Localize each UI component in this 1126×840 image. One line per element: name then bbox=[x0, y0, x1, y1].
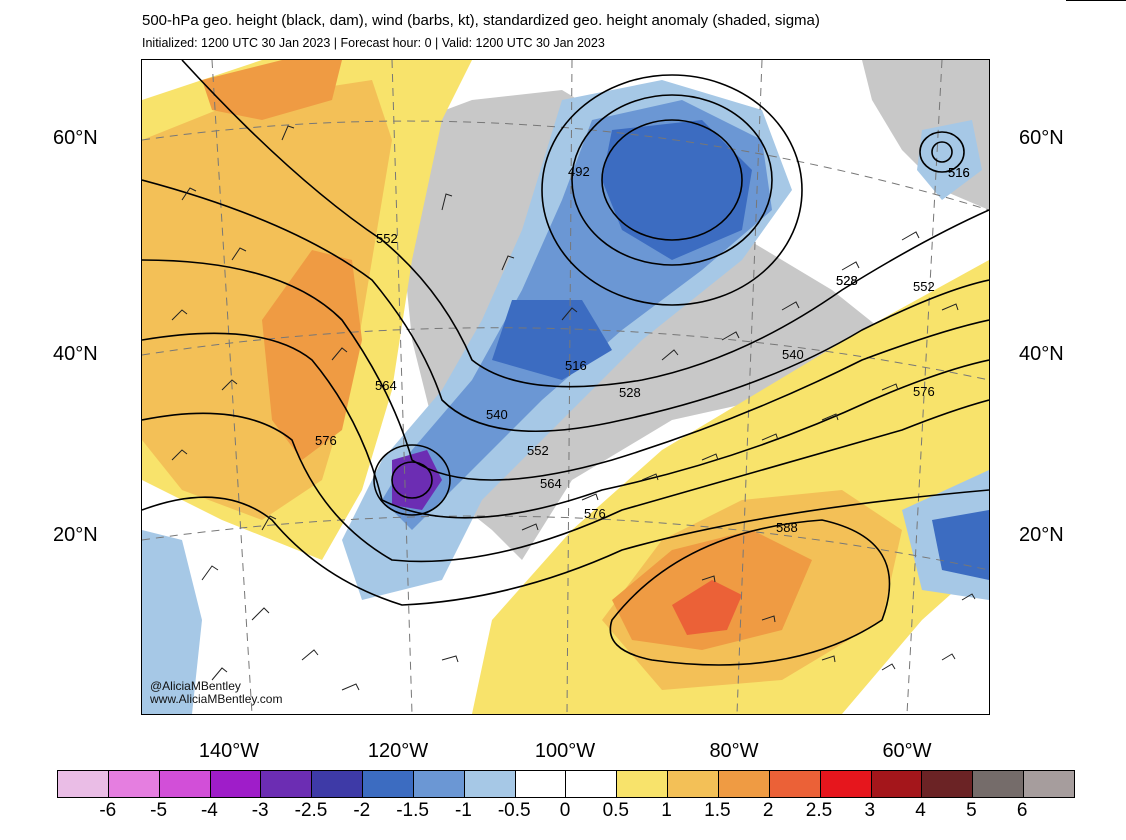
colorbar-swatch bbox=[363, 771, 414, 797]
lon-label-60w: 60°W bbox=[882, 740, 932, 762]
lon-label-140w: 140°W bbox=[198, 740, 260, 762]
warm-anomaly-nw-core bbox=[262, 250, 362, 460]
colorbar-swatch bbox=[58, 771, 109, 797]
colorbar-swatch bbox=[210, 771, 262, 797]
colorbar-swatch bbox=[515, 771, 567, 797]
colorbar-label: 2.5 bbox=[805, 800, 833, 821]
colorbar-label: 6 bbox=[1016, 800, 1028, 821]
warm-anomaly-caribbean bbox=[672, 580, 742, 635]
contour-label: 516 bbox=[565, 358, 587, 373]
cold-anomaly-sw-pacific bbox=[142, 530, 202, 714]
map-title: 500-hPa geo. height (black, dam), wind (… bbox=[142, 12, 820, 29]
colorbar-label: 2 bbox=[762, 800, 774, 821]
colorbar-swatch bbox=[820, 771, 872, 797]
contour-label: 552 bbox=[913, 279, 935, 294]
cold-anomaly-atlantic-core bbox=[932, 510, 989, 580]
colorbar-swatch bbox=[261, 771, 313, 797]
top-rule bbox=[1066, 0, 1126, 1]
contour-label: 516 bbox=[948, 165, 970, 180]
cold-anomaly-trough-south bbox=[492, 300, 612, 380]
contour-label: 576 bbox=[584, 506, 606, 521]
lat-label-right-20n: 20°N bbox=[1019, 524, 1064, 546]
contour-label: 552 bbox=[376, 231, 398, 246]
lon-label-80w: 80°W bbox=[709, 740, 759, 762]
contour-label: 540 bbox=[782, 347, 804, 362]
colorbar-swatch bbox=[718, 771, 770, 797]
colorbar-label: -2 bbox=[353, 800, 371, 821]
colorbar-swatch bbox=[413, 771, 465, 797]
wind-barbs bbox=[171, 125, 976, 691]
colorbar-label: 1.5 bbox=[704, 800, 731, 821]
lat-label-left-60n: 60°N bbox=[53, 127, 98, 149]
colorbar-swatch bbox=[617, 771, 669, 797]
colorbar-swatch bbox=[668, 771, 719, 797]
cold-anomaly-trough-core bbox=[602, 120, 752, 260]
colorbar-label: 5 bbox=[966, 800, 977, 821]
contour-label: 528 bbox=[619, 385, 641, 400]
colorbar-label: 0 bbox=[559, 800, 571, 821]
contour-label: 492 bbox=[568, 164, 590, 179]
colorbar-label: 3 bbox=[864, 800, 876, 821]
colorbar-label: -1 bbox=[454, 800, 472, 821]
contour-label: 576 bbox=[315, 433, 337, 448]
lat-label-right-40n: 40°N bbox=[1019, 343, 1064, 365]
colorbar-label: -0.5 bbox=[497, 800, 531, 821]
contour-label: 588 bbox=[776, 520, 798, 535]
colorbar-label: 1 bbox=[661, 800, 672, 821]
credit-handle: @AliciaMBentley bbox=[150, 679, 241, 693]
colorbar-label: -4 bbox=[200, 800, 218, 821]
colorbar-swatch bbox=[464, 771, 516, 797]
contour-label: 552 bbox=[527, 443, 549, 458]
colorbar-swatch bbox=[973, 771, 1025, 797]
colorbar-swatch bbox=[922, 771, 974, 797]
colorbar-label: -3 bbox=[251, 800, 269, 821]
colorbar-label: -6 bbox=[99, 800, 117, 821]
credit-site: www.AliciaMBentley.com bbox=[150, 692, 283, 706]
contour-label: 576 bbox=[913, 384, 935, 399]
lat-label-right-60n: 60°N bbox=[1019, 127, 1064, 149]
contour-label: 528 bbox=[836, 273, 858, 288]
anomaly-shading bbox=[142, 60, 989, 714]
cold-anomaly-cutoff bbox=[392, 450, 442, 510]
map-graphic: 492 516 552 564 576 540 528 516 528 540 … bbox=[142, 60, 989, 714]
colorbar-label: -1.5 bbox=[396, 800, 429, 821]
colorbar-swatch bbox=[566, 771, 618, 797]
height-contours bbox=[142, 60, 989, 666]
colorbar-swatch bbox=[312, 771, 364, 797]
colorbar bbox=[57, 770, 1075, 798]
colorbar-label: 0.5 bbox=[602, 800, 630, 821]
colorbar-swatch bbox=[871, 771, 923, 797]
contour-label: 528 bbox=[836, 273, 858, 288]
colorbar-swatch bbox=[1024, 771, 1074, 797]
lat-label-left-40n: 40°N bbox=[53, 343, 98, 365]
cold-anomaly-greenland bbox=[917, 120, 982, 200]
colorbar-label: -5 bbox=[150, 800, 168, 821]
contour-label: 516 bbox=[948, 165, 970, 180]
contour-label: 540 bbox=[486, 407, 508, 422]
map-panel[interactable]: 492 516 552 564 576 540 528 516 528 540 … bbox=[141, 59, 990, 715]
contour-labels: 492 516 552 564 576 540 528 516 528 540 … bbox=[315, 164, 970, 535]
colorbar-swatch bbox=[159, 771, 211, 797]
colorbar-swatch bbox=[108, 771, 160, 797]
lon-label-120w: 120°W bbox=[367, 740, 429, 762]
contour-label: 564 bbox=[540, 476, 562, 491]
contour-label: 564 bbox=[375, 378, 397, 393]
lat-label-left-20n: 20°N bbox=[53, 524, 98, 546]
colorbar-label: -2.5 bbox=[294, 800, 328, 821]
colorbar-label: 4 bbox=[915, 800, 926, 821]
colorbar-swatch bbox=[769, 771, 821, 797]
map-subtitle: Initialized: 1200 UTC 30 Jan 2023 | Fore… bbox=[142, 36, 605, 50]
warm-anomaly-alaska bbox=[202, 60, 342, 120]
lon-label-100w: 100°W bbox=[534, 740, 596, 762]
